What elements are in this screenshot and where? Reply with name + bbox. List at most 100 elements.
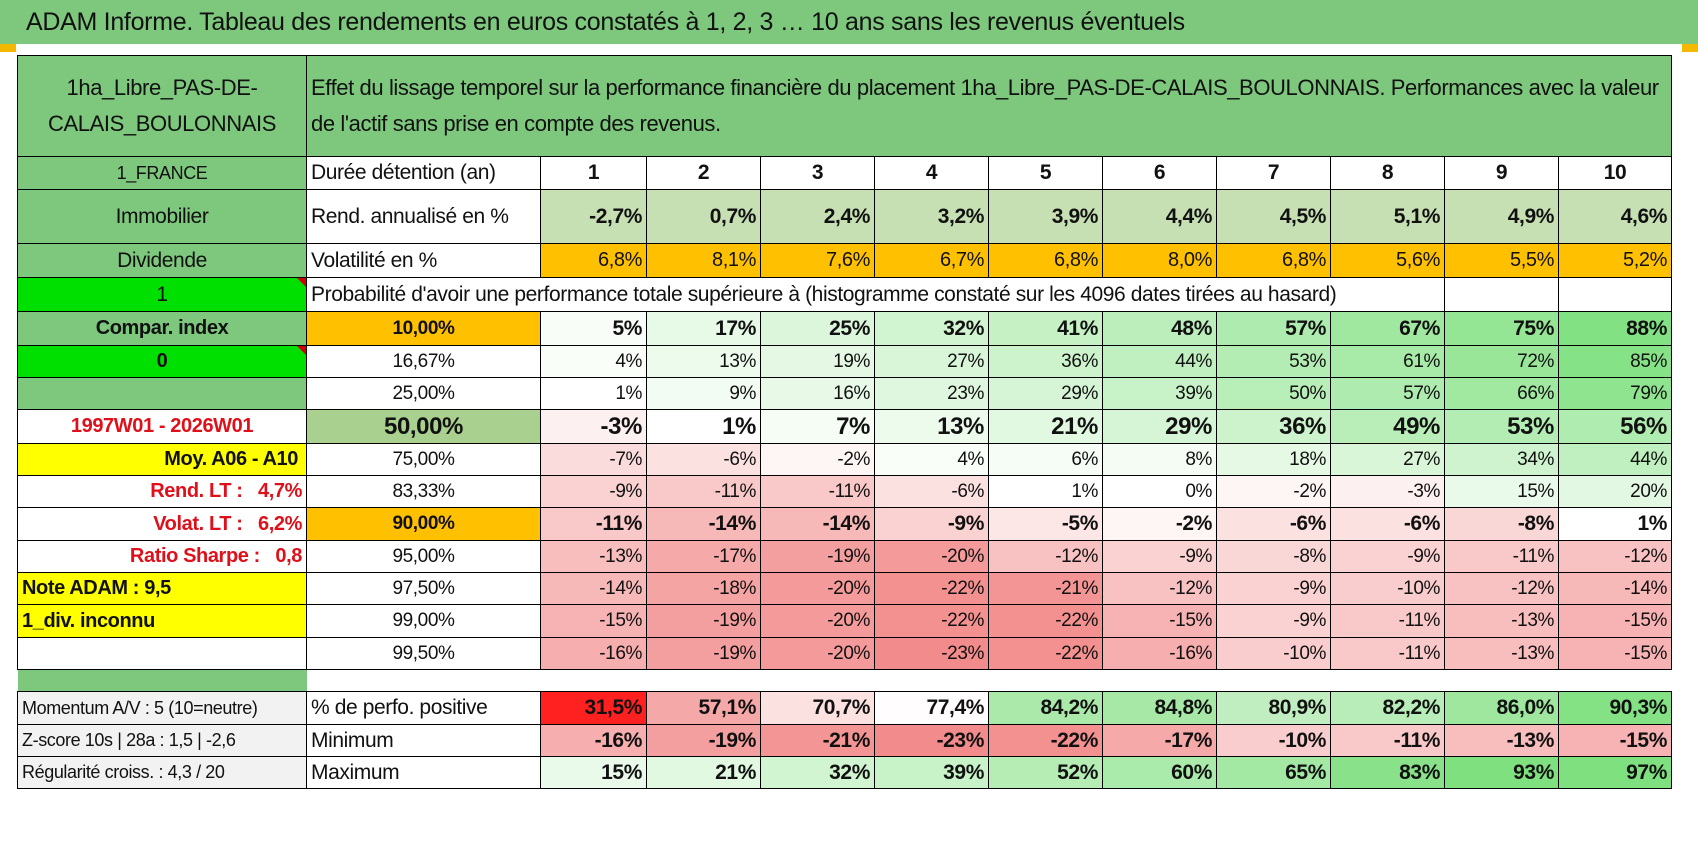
flag-one: 1	[17, 277, 307, 312]
probability-value: 79%	[1558, 377, 1672, 410]
probability-value: -5%	[988, 507, 1103, 541]
momentum-label: Momentum A/V : 5 (10=neutre)	[17, 691, 307, 725]
probability-value: -8%	[1216, 540, 1331, 573]
year-header: 3	[760, 156, 875, 190]
probability-value: 16%	[760, 377, 875, 410]
probability-value: 4%	[874, 443, 989, 476]
positive-perf-value: 86,0%	[1444, 691, 1559, 725]
probability-value: 1%	[540, 377, 647, 410]
probability-value: -15%	[1102, 604, 1217, 638]
volatility-value: 5,6%	[1330, 243, 1445, 278]
annualized-return-value: 3,2%	[874, 189, 989, 244]
probability-value: -2%	[1102, 507, 1217, 541]
probability-value: 17%	[646, 311, 761, 346]
minimum-value: -16%	[540, 724, 647, 757]
probability-value: -22%	[988, 637, 1103, 670]
positive-perf-value: 77,4%	[874, 691, 989, 725]
maximum-value: 15%	[540, 756, 647, 789]
annualized-return-value: 4,9%	[1444, 189, 1559, 244]
year-header: 1	[540, 156, 647, 190]
threshold-value: 25,00%	[306, 377, 541, 410]
minimum-value: -23%	[874, 724, 989, 757]
probability-value: -9%	[540, 475, 647, 508]
volatility-value: 6,8%	[988, 243, 1103, 278]
volatility-value: 6,8%	[1216, 243, 1331, 278]
probability-value: -12%	[988, 540, 1103, 573]
probability-value: 13%	[646, 345, 761, 378]
year-header: 9	[1444, 156, 1559, 190]
annualized-return-value: 0,7%	[646, 189, 761, 244]
probability-value: 36%	[1216, 409, 1331, 444]
minimum-value: -11%	[1330, 724, 1445, 757]
probability-value: -22%	[874, 572, 989, 605]
probability-value: -6%	[1330, 507, 1445, 541]
probability-value: 29%	[1102, 409, 1217, 444]
sharpe-value: 0,8	[275, 545, 302, 567]
spacer-cell	[1103, 670, 1217, 692]
positive-perf-value: 57,1%	[646, 691, 761, 725]
year-header: 10	[1558, 156, 1672, 190]
probability-value: 15%	[1444, 475, 1559, 508]
probability-value: -12%	[1558, 540, 1672, 573]
probability-value: -20%	[874, 540, 989, 573]
positive-perf-value: 90,3%	[1558, 691, 1672, 725]
probability-value: 41%	[988, 311, 1103, 346]
volatility-value: 8,0%	[1102, 243, 1217, 278]
maximum-value: 32%	[760, 756, 875, 789]
probability-value: 7%	[760, 409, 875, 444]
threshold-value: 75,00%	[306, 443, 541, 476]
regularity-label: Régularité croiss. : 4,3 / 20	[17, 756, 307, 789]
threshold-value: 50,00%	[306, 409, 541, 444]
threshold-value: 95,00%	[306, 540, 541, 573]
probability-value: 75%	[1444, 311, 1559, 346]
probability-value: 1%	[988, 475, 1103, 508]
volatility-value: 6,7%	[874, 243, 989, 278]
probability-value: 18%	[1216, 443, 1331, 476]
volat-lt-value: 6,2%	[258, 512, 302, 535]
probability-value: -9%	[874, 507, 989, 541]
volat-lt-label: Volat. LT :	[153, 512, 243, 535]
probability-value: -6%	[874, 475, 989, 508]
spacer-cell	[989, 670, 1103, 692]
positive-perf-value: 70,7%	[760, 691, 875, 725]
empty-label	[17, 377, 307, 410]
probability-value: 5%	[540, 311, 647, 346]
probability-value: 50%	[1216, 377, 1331, 410]
probability-value: -11%	[760, 475, 875, 508]
probability-value: -11%	[1330, 604, 1445, 638]
minimum-value: -13%	[1444, 724, 1559, 757]
probability-value: 48%	[1102, 311, 1217, 346]
sharpe: Ratio Sharpe : 0,8	[17, 540, 307, 573]
minimum-value: -10%	[1216, 724, 1331, 757]
orange-marker-right	[1682, 44, 1698, 52]
empty-label	[17, 637, 307, 670]
volatility-value: 5,2%	[1558, 243, 1672, 278]
probability-value: 85%	[1558, 345, 1672, 378]
maximum-value: 65%	[1216, 756, 1331, 789]
probability-value: -9%	[1216, 604, 1331, 638]
empty-cell	[1444, 277, 1559, 312]
annualized-return-value: 3,9%	[988, 189, 1103, 244]
spacer-cell	[1445, 670, 1559, 692]
probability-value: 56%	[1558, 409, 1672, 444]
probability-value: -20%	[760, 637, 875, 670]
probability-value: 44%	[1558, 443, 1672, 476]
maximum-value: 52%	[988, 756, 1103, 789]
spacer-cell	[1331, 670, 1445, 692]
probability-value: 66%	[1444, 377, 1559, 410]
maximum-value: 83%	[1330, 756, 1445, 789]
threshold-value: 10,00%	[306, 311, 541, 346]
probability-value: -22%	[874, 604, 989, 638]
period-label: 1997W01 - 2026W01	[17, 409, 307, 444]
returns-table: 1ha_Libre_PAS-DE-CALAIS_BOULONNAIS Effet …	[17, 55, 1672, 789]
year-header: 4	[874, 156, 989, 190]
probability-value: -15%	[1558, 637, 1672, 670]
probability-value: -19%	[646, 637, 761, 670]
spacer-cell	[761, 670, 875, 692]
positive-perf-value: 84,2%	[988, 691, 1103, 725]
probability-value: 49%	[1330, 409, 1445, 444]
maximum-value: 93%	[1444, 756, 1559, 789]
probability-value: 39%	[1102, 377, 1217, 410]
probability-value: -19%	[760, 540, 875, 573]
positive-perf-value: 31,5%	[540, 691, 647, 725]
